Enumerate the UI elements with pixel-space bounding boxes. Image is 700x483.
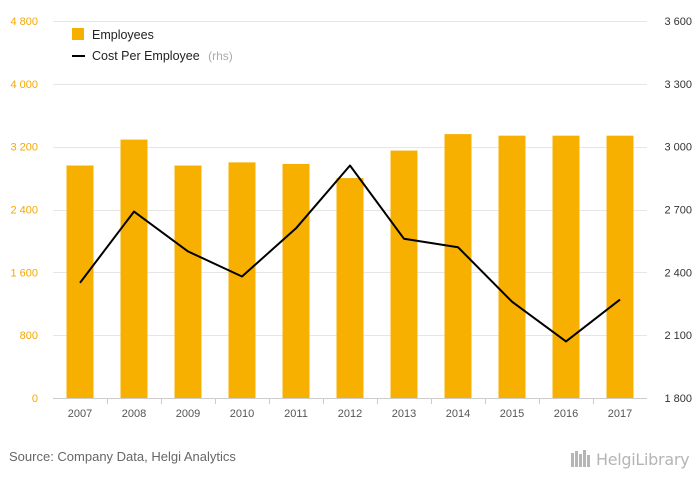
library-icon	[571, 450, 590, 467]
left-axis-tick-label: 4 000	[10, 79, 38, 91]
right-axis-tick-label: 3 300	[664, 79, 692, 91]
brand-name: HelgiLibrary	[596, 449, 690, 469]
x-axis-tick-label: 2014	[446, 408, 470, 420]
left-axis-ticks: 0 800 1 600 2 400 3 200 4 000 4 800	[10, 16, 38, 405]
bar-employees-2014	[444, 134, 472, 398]
x-axis-tick-label: 2017	[608, 408, 632, 420]
legend-swatch-employees	[72, 28, 84, 40]
bar-employees-2011	[282, 163, 310, 398]
bar-employees-2016	[552, 135, 580, 398]
right-axis-tick-label: 2 400	[664, 267, 692, 279]
right-axis-tick-label: 3 600	[664, 16, 692, 28]
left-axis-tick-label: 3 200	[10, 142, 38, 154]
x-axis-tick-label: 2008	[122, 408, 146, 420]
x-axis-tick-label: 2010	[230, 408, 254, 420]
right-axis-ticks: 1 800 2 100 2 400 2 700 3 000 3 300 3 600	[664, 16, 692, 405]
bar-employees-2009	[174, 165, 202, 398]
left-axis-tick-label: 0	[32, 393, 38, 405]
bar-employees-2010	[228, 162, 256, 398]
x-axis-tick-label: 2012	[338, 408, 362, 420]
employees-bars	[66, 134, 634, 399]
cost-per-employee-line-group	[79, 164, 621, 343]
x-axis-tick-label: 2015	[500, 408, 524, 420]
right-axis-tick-label: 1 800	[664, 393, 692, 405]
legend-label-rhs: (rhs)	[208, 49, 233, 63]
right-axis-tick-label: 2 100	[664, 330, 692, 342]
left-axis-tick-label: 2 400	[10, 205, 38, 217]
legend-label-employees: Employees	[92, 28, 154, 42]
bar-employees-2008	[120, 139, 148, 399]
bar-employees-2013	[390, 150, 418, 398]
left-axis-tick-label: 1 600	[10, 267, 38, 279]
right-axis-tick-label: 3 000	[664, 142, 692, 154]
left-axis-tick-label: 4 800	[10, 16, 38, 28]
bar-employees-2017	[606, 135, 634, 398]
x-axis-tick-label: 2009	[176, 408, 200, 420]
right-axis-tick-label: 2 700	[664, 205, 692, 217]
x-axis-tick-label: 2013	[392, 408, 416, 420]
bar-employees-2012	[336, 178, 364, 398]
source-note: Source: Company Data, Helgi Analytics	[9, 449, 236, 464]
legend-label-cost-text: Cost Per Employee	[92, 49, 200, 63]
brand-logo[interactable]: HelgiLibrary	[570, 446, 692, 472]
legend: Employees Cost Per Employee (rhs)	[72, 28, 233, 64]
left-axis-tick-label: 800	[20, 330, 38, 342]
x-axis-ticks: 2007 2008 2009 2010 2011 2012 2013 2014 2015 2016…	[68, 398, 632, 420]
x-axis-tick-label: 2007	[68, 408, 92, 420]
cost-per-employee-line	[79, 164, 621, 343]
x-axis-tick-label: 2016	[554, 408, 578, 420]
legend-label-cost-per-employee: Cost Per Employee (rhs)	[92, 47, 233, 64]
bar-employees-2015	[498, 135, 526, 398]
x-axis-tick-label: 2011	[284, 408, 308, 420]
